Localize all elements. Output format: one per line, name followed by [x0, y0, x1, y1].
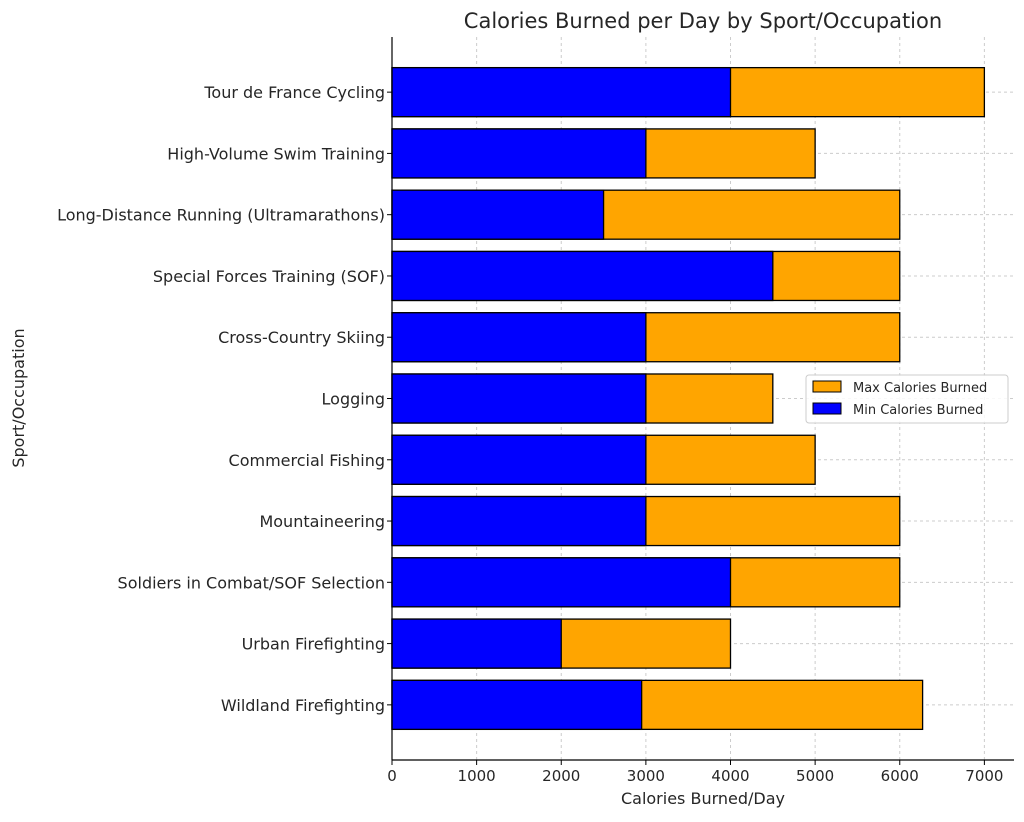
legend: Max Calories Burned Min Calories Burned [805, 374, 1009, 424]
bar-min-calories-burned [391, 250, 774, 302]
y-axis-label: Sport/Occupation [9, 328, 28, 467]
x-tick-label: 1000 [458, 767, 496, 785]
bar-min-calories-burned [391, 495, 647, 547]
legend-label: Min Calories Burned [853, 403, 983, 418]
y-tick-label: Wildland Firefighting [221, 696, 385, 715]
bar-min-calories-burned [391, 434, 647, 485]
bar-min-calories-burned [391, 373, 647, 424]
y-tick-label: Cross-Country Skiing [218, 328, 385, 347]
y-tick-label: Mountaineering [259, 512, 385, 531]
chart-title: Calories Burned per Day by Sport/Occupat… [464, 9, 942, 33]
bar-min-calories-burned [391, 312, 647, 363]
bar-min-calories-burned [391, 679, 643, 731]
x-tick-label: 3000 [627, 767, 665, 785]
y-tick-label: Urban Firefighting [242, 635, 385, 654]
bar-min-calories-burned [391, 557, 732, 608]
y-tick-label: Long-Distance Running (Ultramarathons) [57, 206, 385, 225]
y-tick-label: Logging [322, 390, 385, 409]
legend-label: Max Calories Burned [853, 381, 987, 396]
bar-min-calories-burned [391, 128, 647, 179]
x-tick-label: 6000 [881, 767, 919, 785]
x-axis-label: Calories Burned/Day [621, 789, 785, 808]
x-tick-label: 7000 [965, 767, 1003, 785]
x-tick-label: 5000 [796, 767, 834, 785]
bar-min-calories-burned [391, 66, 732, 118]
x-tick-label: 4000 [711, 767, 749, 785]
x-tick-label: 2000 [542, 767, 580, 785]
bar-min-calories-burned [391, 618, 562, 669]
y-tick-label: Commercial Fishing [229, 451, 385, 470]
legend-swatch [812, 402, 842, 415]
y-tick-label: Soldiers in Combat/SOF Selection [118, 573, 385, 592]
y-tick-label: Tour de France Cycling [203, 83, 385, 102]
y-tick-label: High-Volume Swim Training [167, 144, 385, 163]
legend-box [805, 374, 1009, 424]
x-tick-label: 0 [387, 767, 397, 785]
legend-swatch [812, 380, 842, 393]
y-tick-label: Special Forces Training (SOF) [153, 267, 385, 286]
bar-min-calories-burned [391, 189, 605, 240]
